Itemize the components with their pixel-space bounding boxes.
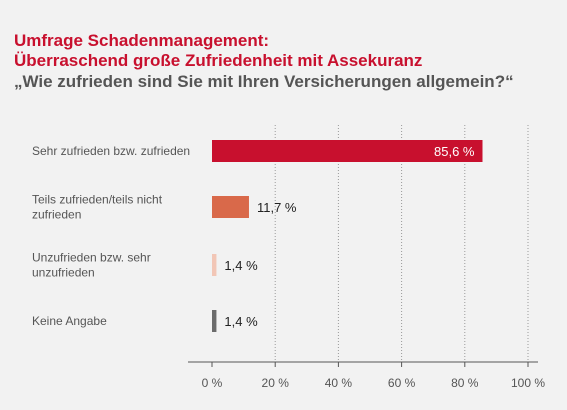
category-label-3-0: Keine Angabe [32, 314, 107, 328]
value-label-3: 1,4 % [224, 314, 258, 329]
x-tick-label-80: 80 % [451, 376, 479, 390]
chart-title-line1: Umfrage Schadenmanagement: [14, 31, 270, 50]
x-tick-label-100: 100 % [511, 376, 545, 390]
x-tick-label-60: 60 % [388, 376, 416, 390]
bar-3 [212, 310, 217, 332]
bar-2 [212, 254, 217, 276]
category-label-1-0: Teils zufrieden/teils nicht [32, 193, 163, 207]
x-tick-label-20: 20 % [262, 376, 290, 390]
value-label-0: 85,6 % [434, 144, 475, 159]
category-label-1-1: zufrieden [32, 208, 81, 222]
bar-0 [212, 140, 483, 162]
category-label-2-0: Unzufrieden bzw. sehr [32, 251, 151, 265]
bar-1 [212, 196, 249, 218]
category-label-0-0: Sehr zufrieden bzw. zufrieden [32, 144, 190, 158]
x-tick-label-40: 40 % [325, 376, 353, 390]
chart-title-line2: Überraschend große Zufriedenheit mit Ass… [14, 51, 423, 70]
x-tick-label-0: 0 % [202, 376, 223, 390]
value-label-1: 11,7 % [257, 200, 297, 215]
category-label-2-1: unzufrieden [32, 266, 95, 280]
chart-subtitle: „Wie zufrieden sind Sie mit Ihren Versic… [14, 72, 514, 91]
value-label-2: 1,4 % [224, 258, 258, 273]
